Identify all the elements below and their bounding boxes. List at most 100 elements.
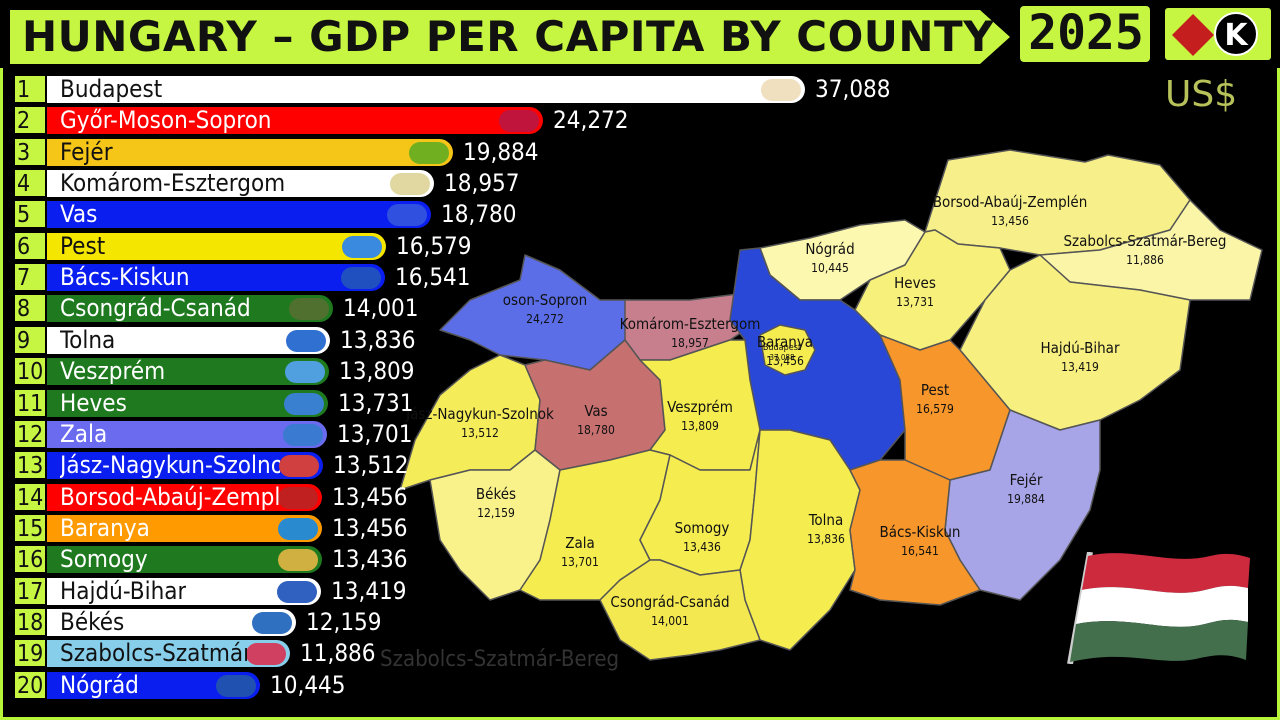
bar-value-label: 13,701 bbox=[337, 419, 413, 448]
coat-of-arms-icon bbox=[284, 392, 324, 415]
bar bbox=[47, 326, 330, 354]
bar-row: 4 Komárom-Esztergom 18,957 bbox=[14, 169, 1014, 198]
map-region-label: Csongrád-Csanád bbox=[610, 593, 729, 611]
bar-label: Hajdú-Bihar bbox=[60, 576, 187, 605]
rank-label: 13 bbox=[14, 451, 46, 480]
bar-label: Budapest bbox=[60, 75, 163, 103]
bar-value-label: 13,419 bbox=[331, 576, 407, 605]
map-region-value: 18,957 bbox=[671, 336, 709, 350]
bar bbox=[47, 358, 329, 386]
rank-label: 9 bbox=[14, 325, 46, 354]
rank-label: 2 bbox=[14, 106, 46, 135]
rank-label: 10 bbox=[14, 357, 46, 386]
coat-of-arms-icon bbox=[278, 486, 318, 509]
map-region-value: 13,809 bbox=[681, 419, 719, 433]
map-region-label: Baranya bbox=[757, 333, 813, 351]
map-region-value: 13,701 bbox=[561, 555, 599, 569]
rank-label: 19 bbox=[14, 639, 46, 668]
header: HUNGARY – GDP PER CAPITA BY COUNTY 2025 … bbox=[0, 0, 1280, 68]
map-region-label: Veszprém bbox=[667, 398, 733, 416]
coat-of-arms-icon bbox=[409, 141, 449, 164]
bar-value-label: 16,541 bbox=[395, 263, 471, 292]
bar-label: Tolna bbox=[60, 325, 116, 354]
bar-label: Jász-Nagykun-Szolnok bbox=[60, 451, 280, 480]
coat-of-arms-icon bbox=[285, 361, 325, 384]
coat-of-arms-icon bbox=[286, 329, 326, 352]
bar-row: 5 Vas 18,780 bbox=[14, 200, 1014, 229]
bar-label: Vas bbox=[60, 200, 98, 229]
coat-of-arms-icon bbox=[761, 79, 801, 101]
map-region-label: Tolna bbox=[808, 511, 844, 529]
map-region-value: 13,836 bbox=[807, 532, 845, 546]
rank-label: 14 bbox=[14, 482, 46, 511]
map-region-value: 13,419 bbox=[1061, 360, 1099, 374]
bar-label: Bács-Kiskun bbox=[60, 263, 190, 292]
map-region-label: Hajdú-Bihar bbox=[1040, 339, 1119, 357]
coat-of-arms-icon bbox=[279, 455, 319, 478]
bar-value-label: 24,272 bbox=[553, 106, 629, 135]
map-region-value: 18,780 bbox=[577, 423, 615, 437]
bar-label: Fejér bbox=[60, 137, 113, 166]
bar-value-label: 13,436 bbox=[332, 545, 408, 574]
bar-label: Szabolcs-Szatmár- bbox=[60, 639, 247, 668]
bar bbox=[47, 420, 327, 448]
bar-label: Heves bbox=[60, 388, 127, 417]
map-region-label: Komárom-Esztergom bbox=[620, 315, 761, 333]
map-region-label: Bács-Kiskun bbox=[880, 523, 961, 541]
bar-row: 14 Borsod-Abaúj-Zemplé 13,456 bbox=[14, 482, 1014, 511]
bar bbox=[47, 107, 543, 135]
bar-row: 3 Fejér 19,884 bbox=[14, 137, 1014, 166]
bar-value-label: 13,809 bbox=[339, 357, 415, 386]
coat-of-arms-icon bbox=[283, 423, 323, 446]
rank-label: 20 bbox=[14, 670, 46, 699]
map-region-value: 12,159 bbox=[477, 506, 515, 520]
bar-value-label: 11,886 bbox=[300, 639, 376, 668]
map-region-value: 13,512 bbox=[461, 426, 499, 440]
currency-label: US$ bbox=[1165, 74, 1238, 115]
year-label: 2025 bbox=[1028, 5, 1144, 61]
bar-row: 6 Pest 16,579 bbox=[14, 231, 1014, 260]
bar-row: 16 Somogy 13,436 bbox=[14, 545, 1014, 574]
coat-of-arms-icon bbox=[341, 267, 381, 290]
bar bbox=[47, 76, 805, 103]
bar-value-label: 10,445 bbox=[270, 670, 346, 699]
map-region-value: 10,445 bbox=[811, 261, 849, 275]
bar bbox=[47, 138, 453, 166]
map-region-value: 24,272 bbox=[526, 312, 564, 326]
bar bbox=[47, 264, 385, 292]
bar-label: Somogy bbox=[60, 545, 148, 574]
bar-row: 2 Győr-Moson-Sopron 24,272 bbox=[14, 106, 1014, 135]
bar-label: Zala bbox=[60, 419, 108, 448]
map-region-label: Békés bbox=[476, 485, 516, 503]
bar-label: Borsod-Abaúj-Zemplé bbox=[60, 482, 279, 511]
bar-label: Békés bbox=[60, 607, 125, 636]
rank-label: 15 bbox=[14, 513, 46, 542]
bar-label: Komárom-Esztergom bbox=[60, 169, 286, 198]
map-region-label: Heves bbox=[894, 274, 936, 292]
bar bbox=[47, 483, 322, 511]
map-region-budapest bbox=[759, 324, 816, 376]
bar-value-label: 18,780 bbox=[441, 200, 517, 229]
map-region-csongrad bbox=[849, 459, 981, 606]
map-region-value: 13,456 bbox=[991, 214, 1029, 228]
coat-of-arms-icon bbox=[387, 204, 427, 227]
coat-of-arms-icon bbox=[342, 235, 382, 258]
year-banner bbox=[1020, 6, 1150, 62]
bar-value-label: 13,456 bbox=[332, 482, 408, 511]
coat-of-arms-icon bbox=[390, 173, 430, 196]
bar bbox=[47, 389, 328, 417]
overflow-label: Szabolcs-Szatmár-Bereg bbox=[380, 647, 619, 672]
coat-of-arms-icon bbox=[278, 517, 318, 540]
coat-of-arms-icon bbox=[246, 643, 286, 666]
coat-of-arms-icon bbox=[289, 298, 329, 321]
map-region-label: Pest bbox=[921, 381, 949, 399]
rank-label: 8 bbox=[14, 294, 46, 323]
bar-row: 1 Budapest 37,088 bbox=[14, 75, 1014, 103]
bar-label: Pest bbox=[60, 231, 106, 260]
bar-row: 15 Baranya 13,456 bbox=[14, 513, 1014, 542]
bar-label: Veszprém bbox=[60, 357, 166, 386]
map-region-label: Fejér bbox=[1010, 471, 1043, 489]
bar bbox=[47, 577, 321, 605]
bar-value-label: 13,456 bbox=[332, 513, 408, 542]
